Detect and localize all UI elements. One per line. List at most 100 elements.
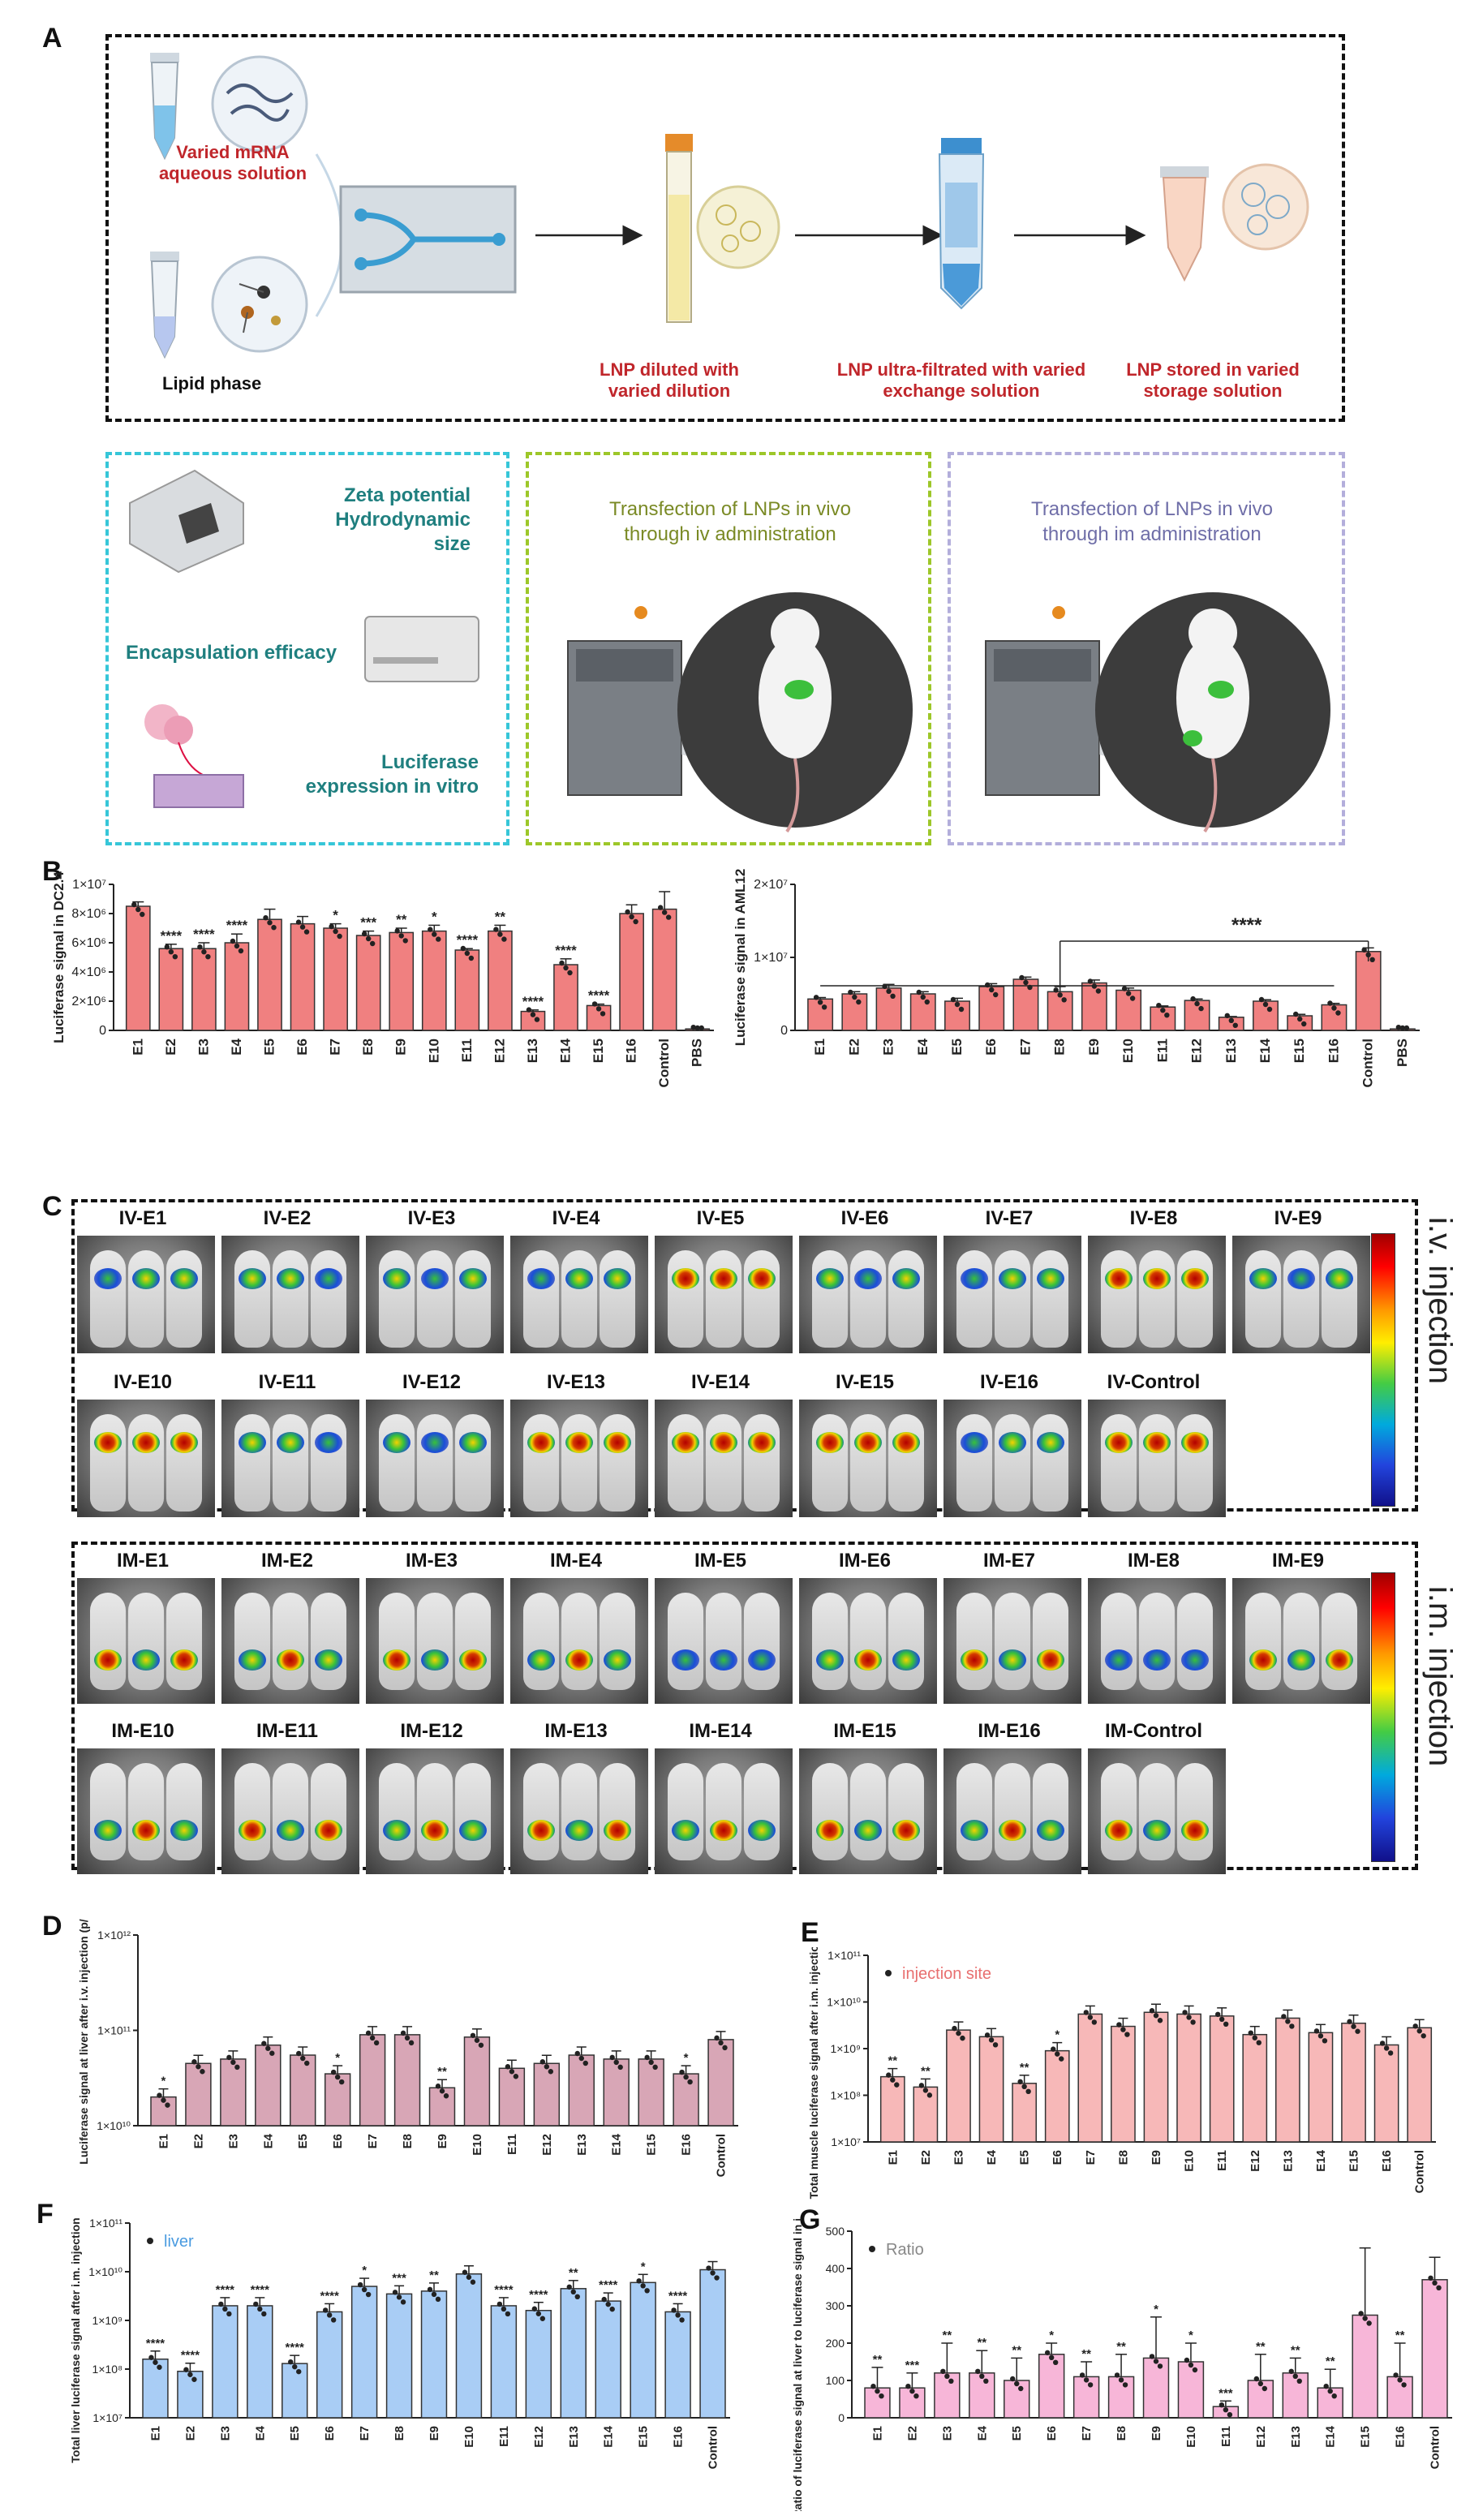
mouse xyxy=(234,1414,270,1512)
data-point xyxy=(879,2393,884,2399)
x-tick-label: E16 xyxy=(1394,2426,1408,2448)
plate-reader-illustration xyxy=(364,616,479,682)
bioluminescence-image xyxy=(655,1236,793,1353)
signal-blob xyxy=(854,1649,882,1671)
data-point xyxy=(326,2312,333,2318)
data-point xyxy=(303,929,310,935)
data-point xyxy=(435,2296,441,2303)
data-point xyxy=(1091,2019,1098,2025)
panel-label-g: G xyxy=(799,2204,821,2235)
mouse xyxy=(600,1763,635,1860)
data-point xyxy=(1023,979,1029,986)
data-point xyxy=(509,2069,515,2075)
data-point xyxy=(988,2037,995,2043)
mouse xyxy=(956,1250,992,1348)
mouse xyxy=(956,1593,992,1690)
data-point xyxy=(535,2311,542,2316)
data-point xyxy=(267,920,273,926)
significance-label: ** xyxy=(396,912,407,927)
data-point xyxy=(1266,1006,1273,1013)
data-point xyxy=(295,919,302,925)
y-tick-label: 300 xyxy=(826,2299,845,2312)
mouse xyxy=(812,1414,848,1512)
data-point xyxy=(578,2055,584,2062)
data-point xyxy=(365,2291,372,2298)
mouse xyxy=(455,1414,491,1512)
bar xyxy=(1282,2372,1309,2419)
image-label: IV-E15 xyxy=(835,1371,895,1393)
x-tick-label: E2 xyxy=(846,1039,862,1056)
data-point xyxy=(1313,2028,1320,2034)
data-point xyxy=(288,2359,294,2365)
significance-label: ** xyxy=(569,2266,578,2280)
data-point xyxy=(636,2278,642,2284)
signal-blob xyxy=(565,1432,593,1453)
data-point xyxy=(1188,2362,1194,2368)
data-point xyxy=(200,2069,205,2075)
data-point xyxy=(848,989,853,996)
data-point xyxy=(460,945,466,952)
mouse xyxy=(1139,1593,1175,1690)
bar xyxy=(220,2058,247,2127)
significance-label: **** xyxy=(161,928,183,944)
data-point xyxy=(432,931,437,937)
image-label: IV-E7 xyxy=(985,1207,1034,1229)
legend-label: Ratio xyxy=(886,2241,924,2259)
data-point xyxy=(1055,2051,1060,2057)
bar xyxy=(282,2363,308,2419)
data-point xyxy=(1223,2407,1229,2413)
chart-b-dc24: 0 2×10⁶ 4×10⁶ 6×10⁶ 8×10⁶ 1×10⁷ Luciferase sig… xyxy=(51,871,714,1087)
data-point xyxy=(1114,2372,1120,2378)
data-point xyxy=(197,944,203,950)
data-point xyxy=(501,2306,507,2312)
mouse xyxy=(888,1414,924,1512)
x-tick-label: E5 xyxy=(296,2134,310,2148)
mouse xyxy=(311,1414,346,1512)
image-label: IV-E2 xyxy=(263,1207,312,1229)
x-tick-label: E4 xyxy=(261,2133,275,2148)
data-point xyxy=(683,2074,689,2080)
signal-blob xyxy=(565,1268,593,1289)
y-axis-label: Luciferase signal in AML12 xyxy=(733,869,748,1047)
mouse xyxy=(166,1593,202,1690)
data-point xyxy=(1327,1000,1333,1006)
data-point xyxy=(875,2389,880,2394)
x-tick-label: E15 xyxy=(591,1039,606,1063)
mouse xyxy=(706,1593,741,1690)
data-point xyxy=(960,2035,965,2041)
x-tick-label: E8 xyxy=(1116,2150,1130,2165)
data-point xyxy=(1190,2019,1196,2025)
mouse xyxy=(600,1250,635,1348)
data-point xyxy=(187,2372,193,2377)
data-point xyxy=(648,2059,654,2066)
bioluminescence-image xyxy=(221,1400,359,1517)
bioluminescence-image xyxy=(1088,1400,1226,1517)
x-tick-label: E6 xyxy=(331,2134,345,2148)
data-point xyxy=(1412,2023,1418,2029)
bioluminescence-image xyxy=(655,1748,793,1874)
data-point xyxy=(164,944,170,950)
bioluminescence-image xyxy=(77,1236,215,1353)
y-tick-label: 100 xyxy=(826,2374,845,2387)
bar xyxy=(257,918,282,1031)
mouse xyxy=(1177,1763,1213,1860)
data-point xyxy=(1048,2354,1055,2360)
bracket-significance: **** xyxy=(1231,914,1262,936)
data-point xyxy=(665,914,672,920)
data-point xyxy=(1258,996,1265,1003)
data-point xyxy=(365,2030,372,2036)
data-point xyxy=(404,2035,410,2041)
signal-blob xyxy=(1143,1268,1171,1289)
data-point xyxy=(595,1006,602,1012)
data-point xyxy=(439,2088,445,2094)
data-point xyxy=(394,928,400,934)
bar xyxy=(1176,2013,1201,2143)
data-point xyxy=(817,1000,823,1005)
mouse xyxy=(273,1414,308,1512)
bar xyxy=(1218,1017,1244,1031)
data-point xyxy=(135,906,141,913)
data-point xyxy=(958,1006,965,1013)
image-label: IM-E14 xyxy=(689,1720,752,1742)
significance-label: *** xyxy=(360,915,376,931)
lipid-label: Lipid phase xyxy=(162,373,262,393)
